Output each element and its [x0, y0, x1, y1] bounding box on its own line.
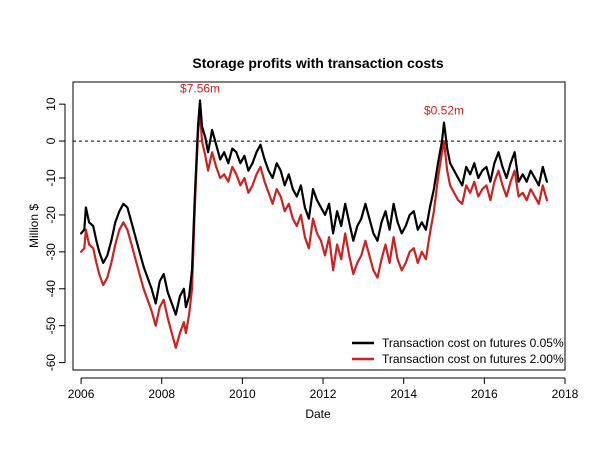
x-tick-label: 2012: [310, 387, 337, 401]
series-line-0: [79, 99, 549, 316]
legend: Transaction cost on futures 0.05% Transa…: [352, 336, 564, 366]
x-tick-label: 2008: [148, 387, 175, 401]
series-line-1: [79, 110, 549, 349]
x-axis: 2006 2008 2010 2012 2014 2016 2018: [68, 377, 579, 401]
chart-title: Storage profits with transaction costs: [192, 55, 443, 71]
x-tick-label: 2010: [229, 387, 256, 401]
x-tick-label: 2014: [390, 387, 417, 401]
series-layer: [79, 99, 549, 349]
y-tick-label: 0: [44, 137, 58, 144]
y-axis: -60 -50 -40 -30 -20 -10 0 10: [44, 97, 66, 372]
x-tick-label: 2018: [552, 387, 579, 401]
annotation-layer: $7.56m $0.52m: [180, 81, 464, 117]
x-tick-label: 2016: [471, 387, 498, 401]
y-tick-label: -60: [44, 354, 58, 372]
x-tick-label: 2006: [68, 387, 95, 401]
plot-frame: [72, 81, 566, 371]
x-axis-label: Date: [305, 407, 331, 421]
y-tick-label: -20: [44, 206, 58, 224]
peak-annotation-1: $0.52m: [424, 104, 464, 118]
y-axis-label: Million $: [27, 204, 41, 248]
legend-label-series-1: Transaction cost on futures 2.00%: [382, 352, 564, 366]
y-tick-label: -50: [44, 317, 58, 335]
y-tick-label: -40: [44, 280, 58, 298]
y-tick-label: -10: [44, 169, 58, 187]
y-tick-label: -30: [44, 243, 58, 261]
y-tick-label: 10: [44, 97, 58, 111]
peak-annotation-0: $7.56m: [180, 81, 220, 95]
legend-label-series-0: Transaction cost on futures 0.05%: [382, 336, 564, 350]
